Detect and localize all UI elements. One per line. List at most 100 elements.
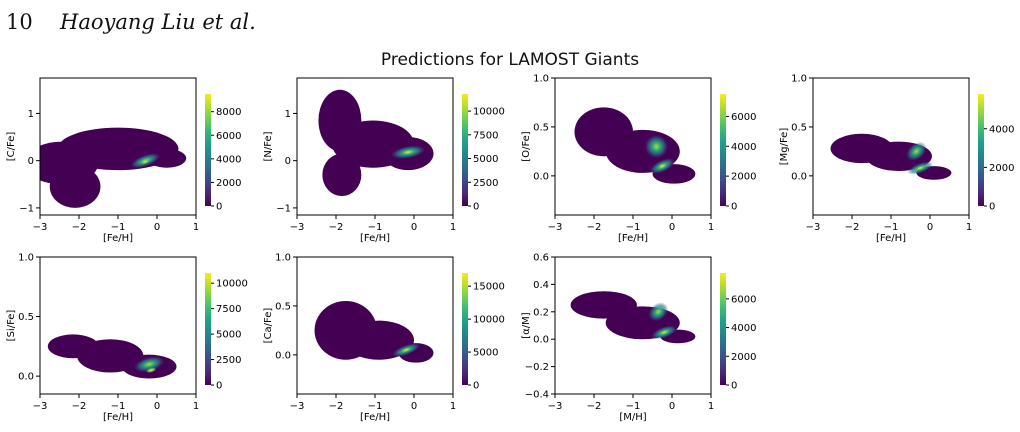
y-tick-label: 1.0 [18,253,34,264]
x-tick-label: 0 [411,401,417,412]
x-axis-label: [Fe/H] [360,233,390,244]
x-tick-label: 0 [669,401,675,412]
colorbar-tick-label: 2000 [216,178,241,189]
colorbar-tick-label: 0 [473,381,479,392]
y-tick-label: 1 [28,109,34,120]
y-axis-label: [N/Fe] [263,131,274,161]
x-tick-label: 1 [450,401,456,412]
x-axis-label: [Fe/H] [876,233,906,244]
x-tick-label: −3 [290,222,305,233]
colorbar-tick-label: 2000 [731,172,756,183]
panel-c-fe: −3 −2 −1 0 1 −1 0 1 [Fe/H] [C/Fe] 0 2000 4000 6000 800… [6,77,241,244]
density-mg-fe [830,133,952,180]
y-tick-label: 0.6 [533,253,549,264]
panel-si-fe: −3 −2 −1 0 1 0.0 0.5 1.0 [Fe/H] [Si/Fe] 0 2500 5000 7… [6,253,248,424]
y-axis-label: [Ca/Fe] [263,308,274,344]
x-tick-label: −1 [368,222,383,233]
page-number: 10 [6,10,33,34]
y-tick-label: 0.0 [533,171,549,182]
x-tick-label: −2 [329,401,344,412]
y-tick-label: 1.0 [791,74,807,85]
density-peak [659,329,669,335]
colorbar-tick-label: 5000 [473,154,498,165]
colorbar-tick-label: 0 [989,202,995,213]
y-tick-label: 0 [285,156,291,167]
x-tick-label: 0 [154,401,160,412]
y-tick-label: 0.5 [791,122,807,133]
y-axis-label: [α/M] [521,312,532,338]
x-tick-label: 1 [708,401,714,412]
x-tick-label: 0 [927,222,933,233]
density-o-fe [574,107,696,184]
y-tick-label: 0.5 [533,122,549,133]
density-peak [644,134,669,159]
x-tick-label: −2 [587,222,602,233]
plot-frame [39,256,197,395]
density-peak [145,367,157,373]
y-tick-label: 1.0 [275,253,291,264]
density-body [322,153,362,197]
colorbar-tick-label: 15000 [473,282,505,293]
colorbar [205,94,211,206]
x-tick-label: −2 [72,401,87,412]
y-tick-label: 0.0 [533,335,549,346]
x-tick-label: −3 [806,222,821,233]
x-tick-label: 0 [411,222,417,233]
density-peak [915,165,925,171]
colorbar-tick-label: 10000 [473,315,505,326]
density-c-fe [40,127,187,208]
colorbar-tick-label: 4000 [731,323,756,334]
colorbar-tick-label: 2000 [731,352,756,363]
y-tick-label: −1 [276,203,291,214]
y-tick-label: 0.5 [275,301,291,312]
author-line: Haoyang Liu et al. [60,10,256,34]
density-peak [402,149,414,155]
density-peak [401,347,412,353]
density-peak [140,158,150,165]
x-tick-label: −1 [884,222,899,233]
colorbar-tick-label: 6000 [731,112,756,123]
colorbar [720,94,726,206]
colorbar [205,273,211,385]
x-tick-label: 1 [450,222,456,233]
y-tick-label: 1 [285,109,291,120]
colorbar-tick-label: 4000 [731,142,756,153]
panel-mg-fe: −3 −2 −1 0 1 0.0 0.5 1.0 [Fe/H] [Mg/Fe] 0 2000 4000 [779,74,1014,245]
colorbar-tick-label: 5000 [473,348,498,359]
x-tick-label: −2 [329,222,344,233]
y-tick-label: 1.0 [533,74,549,85]
density-peak [657,163,667,170]
x-tick-label: 1 [708,222,714,233]
colorbar-tick-label: 5000 [216,330,241,341]
x-tick-label: 1 [193,222,199,233]
y-tick-label: 0.0 [275,350,291,361]
colorbar-tick-label: 6000 [731,294,756,305]
colorbar-tick-label: 4000 [989,124,1014,135]
colorbar-tick-label: 0 [731,381,737,392]
x-tick-label: 0 [154,222,160,233]
x-tick-label: −3 [33,222,48,233]
panel-ca-fe: −3 −2 −1 0 1 0.0 0.5 1.0 [Fe/H] [Ca/Fe] 0 5000 10000… [263,253,505,424]
colorbar-tick-label: 6000 [216,131,241,142]
colorbar-tick-label: 8000 [216,107,241,118]
y-tick-label: 0.5 [18,312,34,323]
page-header: 10 Haoyang Liu et al. [0,6,1020,46]
colorbar-tick-label: 7500 [216,304,241,315]
density-peak [134,356,165,373]
y-tick-label: 0.2 [533,307,549,318]
colorbar-tick-label: 4000 [216,154,241,165]
x-tick-label: −1 [111,222,126,233]
x-tick-label: −1 [111,401,126,412]
y-tick-label: 0.4 [533,280,549,291]
colorbar [720,273,726,385]
density-si-fe [47,334,177,379]
colorbar-tick-label: 10000 [216,279,248,290]
x-tick-label: −3 [33,401,48,412]
density-peak [648,302,669,322]
y-tick-label: −0.4 [525,390,549,401]
x-tick-label: −1 [368,401,383,412]
figure-title: Predictions for LAMOST Giants [380,50,640,70]
x-tick-label: −1 [626,401,641,412]
x-tick-label: −3 [548,401,563,412]
